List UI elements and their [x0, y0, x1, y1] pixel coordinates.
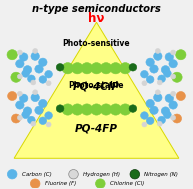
Circle shape [163, 70, 171, 77]
Circle shape [39, 76, 47, 83]
Circle shape [39, 117, 47, 125]
Circle shape [19, 53, 28, 61]
Circle shape [165, 53, 174, 61]
Circle shape [91, 104, 102, 115]
Circle shape [169, 101, 177, 109]
Circle shape [155, 49, 160, 53]
Text: PQ-4ClP: PQ-4ClP [73, 82, 120, 92]
Circle shape [146, 76, 154, 83]
Circle shape [172, 114, 182, 123]
Circle shape [11, 72, 21, 82]
Circle shape [23, 107, 32, 115]
Text: hν: hν [88, 12, 105, 25]
Circle shape [56, 105, 64, 112]
Circle shape [33, 90, 38, 95]
Circle shape [30, 179, 40, 188]
Circle shape [17, 50, 22, 55]
Circle shape [172, 72, 182, 82]
Circle shape [141, 112, 148, 119]
Circle shape [81, 63, 93, 74]
Circle shape [45, 112, 52, 119]
Circle shape [8, 91, 17, 101]
Circle shape [158, 75, 165, 82]
Circle shape [28, 116, 35, 124]
Circle shape [45, 70, 52, 78]
Text: Nitrogen (N): Nitrogen (N) [144, 172, 178, 177]
Circle shape [11, 114, 21, 123]
Circle shape [142, 81, 147, 86]
Circle shape [129, 105, 137, 112]
Circle shape [157, 80, 162, 85]
Circle shape [110, 63, 121, 74]
Circle shape [31, 80, 36, 85]
Circle shape [91, 63, 102, 74]
Circle shape [35, 65, 43, 73]
Text: Carbon (C): Carbon (C) [22, 172, 52, 177]
Circle shape [17, 115, 22, 120]
Circle shape [154, 93, 162, 102]
Circle shape [154, 52, 162, 60]
Circle shape [62, 63, 74, 74]
Circle shape [22, 111, 30, 119]
Circle shape [141, 70, 148, 78]
Circle shape [28, 75, 35, 82]
Circle shape [35, 106, 43, 114]
Circle shape [171, 50, 176, 55]
Text: Photo-sensitive: Photo-sensitive [63, 39, 130, 48]
Circle shape [33, 49, 38, 53]
Circle shape [176, 91, 185, 101]
Circle shape [119, 104, 131, 115]
Circle shape [171, 91, 176, 96]
Circle shape [39, 99, 47, 108]
Circle shape [150, 106, 158, 114]
Circle shape [19, 94, 28, 102]
Circle shape [142, 122, 147, 127]
Circle shape [100, 63, 112, 74]
Circle shape [146, 99, 154, 108]
Circle shape [31, 52, 39, 60]
Circle shape [69, 170, 78, 179]
Circle shape [46, 122, 51, 127]
Circle shape [17, 74, 22, 79]
Circle shape [96, 179, 105, 188]
Circle shape [17, 91, 22, 96]
Text: Photo-stable: Photo-stable [69, 81, 124, 90]
Circle shape [163, 111, 171, 119]
Circle shape [31, 121, 36, 126]
Circle shape [176, 50, 186, 60]
Circle shape [72, 63, 83, 74]
Text: Hydrogen (H): Hydrogen (H) [83, 172, 120, 177]
Circle shape [56, 64, 64, 71]
Circle shape [119, 63, 131, 74]
Polygon shape [14, 22, 179, 158]
Circle shape [146, 117, 154, 125]
Circle shape [81, 104, 93, 115]
Circle shape [130, 170, 140, 179]
Circle shape [157, 121, 162, 126]
Circle shape [165, 94, 174, 102]
Circle shape [46, 81, 51, 86]
Circle shape [31, 93, 39, 102]
Text: n-type semiconductors: n-type semiconductors [32, 4, 161, 14]
Circle shape [23, 66, 32, 74]
Circle shape [72, 104, 83, 115]
Circle shape [7, 170, 17, 179]
Circle shape [146, 58, 154, 66]
Circle shape [39, 58, 47, 66]
Circle shape [161, 66, 170, 74]
Circle shape [22, 70, 30, 77]
Circle shape [100, 104, 112, 115]
Circle shape [16, 60, 24, 68]
Circle shape [158, 116, 165, 124]
Circle shape [62, 104, 74, 115]
Circle shape [169, 60, 177, 68]
Circle shape [171, 74, 176, 79]
Text: Chlorine (Cl): Chlorine (Cl) [110, 181, 144, 186]
Circle shape [161, 107, 170, 115]
Circle shape [110, 104, 121, 115]
Circle shape [7, 50, 17, 60]
Text: PQ-4FP: PQ-4FP [75, 123, 118, 133]
Circle shape [171, 115, 176, 120]
Circle shape [150, 65, 158, 73]
